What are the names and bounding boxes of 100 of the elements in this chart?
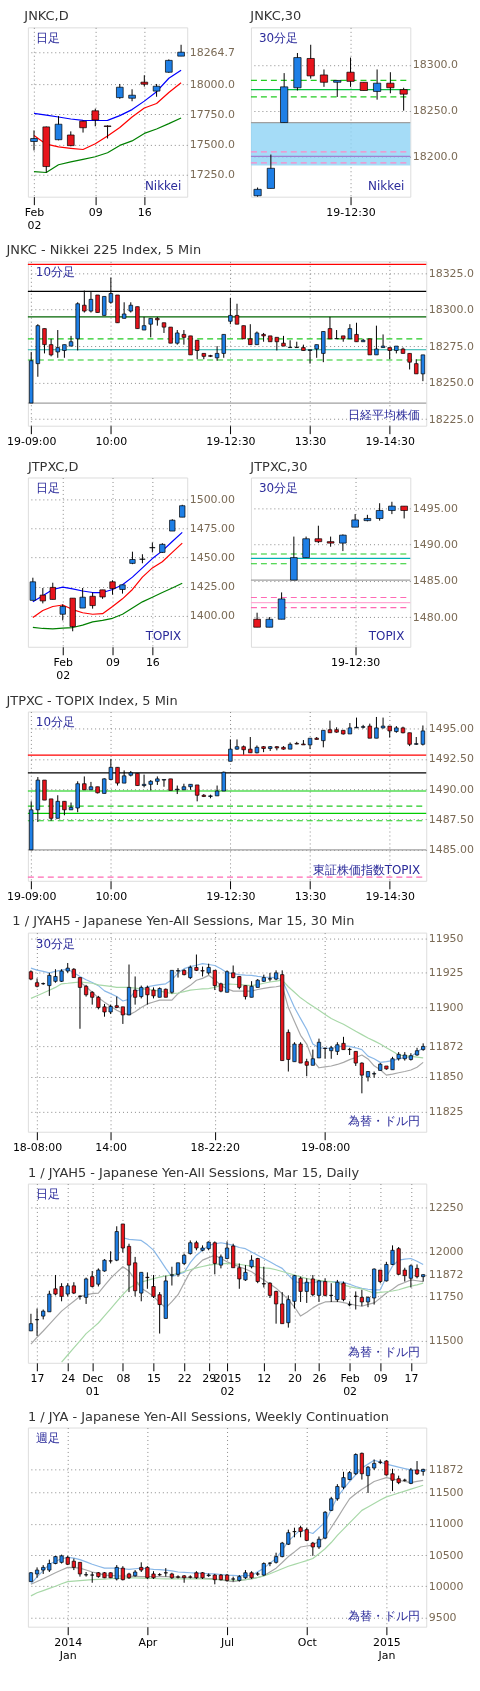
x-tick-label: 19-08:00 [300,1141,351,1155]
candlestick [399,87,408,112]
y-tick-label: 9500 [428,1610,457,1624]
y-tick-label: 11925 [428,966,464,980]
candlestick [35,1308,40,1337]
candlestick [266,154,275,189]
y-tick-label: 11825 [428,1105,464,1119]
candlestick [277,591,286,620]
annotation: 為替・ドル円 [348,1344,421,1359]
y-tick-label: 18000.0 [189,77,235,91]
candlestick [133,975,138,1006]
x-tick-label: 09 [88,206,103,220]
candlestick [42,328,47,354]
y-tick-label: 1495.00 [412,501,459,515]
y-tick-label: 1425.00 [189,580,235,594]
candlestick [161,778,167,788]
candlestick [149,541,156,553]
y-tick-label: 18300.0 [412,58,459,72]
x-tick-label: 26 [312,1372,327,1386]
candlestick [68,335,74,347]
y-tick-label: 11872 [428,1039,464,1053]
x-tick-label: 19-14:30 [365,435,415,449]
candlestick [310,1541,315,1557]
y-tick-label: 17750.0 [189,107,235,121]
line-series [32,542,183,618]
y-tick-label: 12000 [428,1245,464,1259]
candlestick [161,322,167,334]
candlestick [267,1561,272,1567]
chart-subtitle: 日足 [35,1187,60,1202]
candlestick [267,972,272,982]
y-tick-label: 11900 [428,1001,464,1015]
x-tick-label: 18-22:20 [190,1141,241,1155]
candlestick [353,1290,358,1311]
x-tick-label: 09 [106,656,121,670]
candlestick [234,303,240,325]
y-tick-label: 1450.00 [189,551,235,565]
candlestick [54,115,63,141]
candlestick [84,1571,89,1578]
chart-title: 1 / JYA - Japanese Yen-All Sessions, Weekly Continuation [27,1408,389,1424]
annotation: Nikkei [144,178,182,193]
y-tick-label: 1495.00 [428,721,474,735]
y-tick-label: 1487.50 [428,813,474,827]
x-tick-label: 13:30 [294,435,327,449]
x-tick-label: 08 [116,1372,131,1386]
candlestick [169,1266,174,1287]
candlestick [77,1294,83,1301]
y-tick-label: 11750 [428,1289,464,1303]
x-tick-label: 22 [177,1372,192,1386]
annotation: TOPIX [144,628,182,643]
chart-title: JTPXC,30 [249,458,308,474]
x-tick-label: 20 [288,1372,302,1386]
y-tick-label: 10000 [428,1579,464,1593]
y-tick-label: 1490.00 [412,538,459,552]
line-series [33,82,182,151]
candlestick [319,68,328,88]
candlestick [126,1243,132,1293]
line-series [30,963,424,1063]
x-tick-label: 19-12:30 [326,206,376,220]
candlestick [372,1071,377,1079]
x-tick-label: 16 [145,656,160,670]
chart-subtitle: 30分足 [258,31,299,46]
candlestick [169,969,174,995]
y-tick-label: 1490.00 [428,782,474,796]
candlestick [386,71,395,94]
y-tick-label: 10500 [428,1548,464,1562]
chart-subtitle: 日足 [35,481,60,496]
chart-title: JNKC,D [23,8,69,24]
annotation: 為替・ドル円 [348,1608,421,1623]
chart-title: 1 / JYAH5 - Japanese Yen-All Sessions, Mar 15, Daily [27,1164,360,1180]
candlestick [346,57,355,88]
y-tick-label: 18264.7 [189,45,235,59]
y-tick-label: 11950 [428,931,464,945]
candlestick [141,316,147,331]
x-tick-label: 19-12:30 [206,890,256,904]
x-tick-label: Dec 01 [82,1372,104,1399]
y-tick-label: 11500 [428,1334,464,1348]
candlestick [274,1290,279,1325]
candlestick [175,967,181,979]
y-tick-label: 11850 [428,1070,464,1084]
annotation: 日経平均株価 [348,407,421,422]
candlestick [365,1465,371,1494]
y-tick-label: 11500 [428,1486,464,1500]
candlestick [79,587,86,609]
candlestick [84,1277,89,1305]
x-tick-label: 13:30 [294,890,327,904]
annotation: 東証株価指数TOPIX [312,862,421,877]
x-tick-label: 19-12:30 [206,435,256,449]
chart-subtitle: 30分足 [35,936,76,951]
x-tick-label: 12 [257,1372,272,1386]
chart-subtitle: 10分足 [35,715,76,730]
chart-title: JNKC - Nikkei 225 Index, 5 Min [5,242,202,258]
candlestick [30,129,38,151]
candlestick [323,1047,328,1060]
x-tick-label: 18-08:00 [12,1141,63,1155]
candlestick [234,738,240,751]
line-series [30,1484,424,1597]
x-tick-label: 17 [404,1372,419,1386]
y-tick-label: 12250 [428,1201,464,1215]
y-tick-label: 1492.50 [428,752,474,766]
x-tick-label: Feb 02 [53,656,73,683]
